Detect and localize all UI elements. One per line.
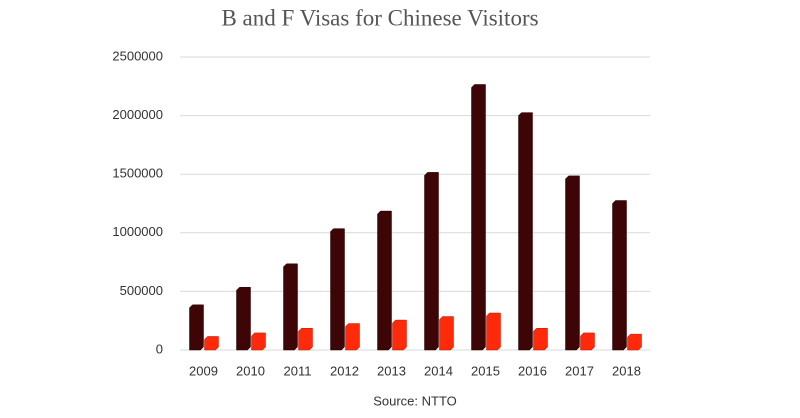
bar: [612, 200, 627, 351]
y-tick-label: 1000000: [112, 224, 163, 239]
bar: [471, 84, 486, 351]
y-tick-label: 500000: [120, 283, 163, 298]
bar: [204, 336, 219, 351]
x-tick-label: 2010: [236, 363, 265, 378]
bar: [189, 304, 204, 351]
bar: [439, 316, 454, 351]
bar: [236, 286, 251, 351]
bar: [377, 210, 392, 351]
x-tick-label: 2011: [284, 363, 312, 378]
bar: [424, 172, 439, 351]
bar: [580, 332, 595, 351]
bar: [392, 319, 407, 351]
bar: [298, 327, 313, 351]
chart-title: B and F Visas for Chinese Visitors: [221, 5, 538, 30]
y-tick-label: 2000000: [112, 107, 163, 122]
x-tick-label: 2009: [189, 363, 218, 378]
y-tick-label: 0: [156, 341, 163, 356]
x-tick-label: 2015: [471, 363, 500, 378]
bar: [330, 228, 345, 351]
x-tick-label: 2014: [424, 363, 453, 378]
x-tick-label: 2013: [377, 363, 406, 378]
bar: [251, 332, 266, 351]
y-tick-label: 1500000: [112, 166, 163, 181]
bar: [627, 333, 642, 351]
bar: [345, 323, 360, 351]
x-tick-label: 2017: [565, 363, 594, 378]
source-note: Source: NTTO: [373, 393, 457, 408]
bar: [565, 175, 580, 351]
bar: [533, 327, 548, 351]
bar: [518, 112, 533, 351]
x-tick-label: 2018: [612, 363, 641, 378]
bar: [486, 312, 501, 351]
y-tick-label: 2500000: [112, 48, 163, 63]
x-tick-label: 2012: [330, 363, 359, 378]
x-tick-label: 2016: [518, 363, 547, 378]
bar: [283, 263, 298, 351]
